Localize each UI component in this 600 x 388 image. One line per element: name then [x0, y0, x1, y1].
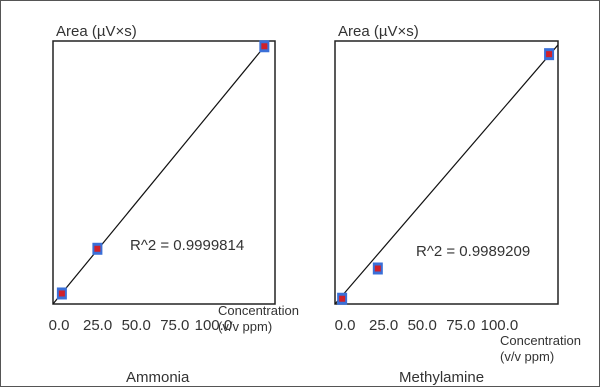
- x-tick-label: 25.0: [369, 317, 398, 334]
- plot-frame: [334, 40, 559, 305]
- data-point-marker-inner: [58, 290, 65, 297]
- fit-line: [53, 41, 270, 304]
- r-squared-annotation: R^2 = 0.9989209: [416, 243, 530, 260]
- x-axis-label-line2: (v/v ppm): [500, 349, 554, 364]
- data-point-marker-inner: [546, 51, 553, 58]
- data-point-marker-inner: [339, 295, 346, 302]
- x-tick-label: 75.0: [160, 317, 189, 334]
- x-tick-label: 50.0: [122, 317, 151, 334]
- data-point: [56, 287, 67, 300]
- data-point: [92, 242, 103, 255]
- x-tick-label: 25.0: [83, 317, 112, 334]
- data-point: [544, 48, 555, 61]
- data-point-marker-inner: [374, 265, 381, 272]
- x-axis-label-line2: (v/v ppm): [218, 319, 272, 334]
- data-point-marker-inner: [94, 245, 101, 252]
- data-point: [259, 40, 270, 53]
- x-tick-label: 100.0: [481, 317, 519, 334]
- x-tick-label: 0.0: [49, 317, 70, 334]
- y-axis-label: Area (µV×s): [56, 23, 137, 40]
- data-point: [337, 292, 348, 305]
- x-axis-label-line1: Concentration: [218, 303, 299, 318]
- chart-title: Ammonia: [126, 369, 190, 386]
- chart-ammonia: Area (µV×s) R^2 = 0.9999814 Concentratio…: [49, 23, 299, 386]
- chart-title: Methylamine: [399, 369, 484, 386]
- plot-frame: [52, 40, 276, 305]
- data-point: [372, 262, 383, 275]
- x-tick-label: 75.0: [446, 317, 475, 334]
- y-axis-label: Area (µV×s): [338, 23, 419, 40]
- x-axis-label-line1: Concentration: [500, 333, 581, 348]
- data-point-marker-inner: [261, 43, 268, 50]
- x-tick-label: 50.0: [408, 317, 437, 334]
- x-tick-label: 0.0: [335, 317, 356, 334]
- x-tick-label: 100.0: [195, 317, 233, 334]
- chart-methylamine: Area (µV×s) R^2 = 0.9989209 Concentratio…: [334, 23, 581, 386]
- r-squared-annotation: R^2 = 0.9999814: [130, 237, 244, 254]
- fit-line: [335, 44, 558, 304]
